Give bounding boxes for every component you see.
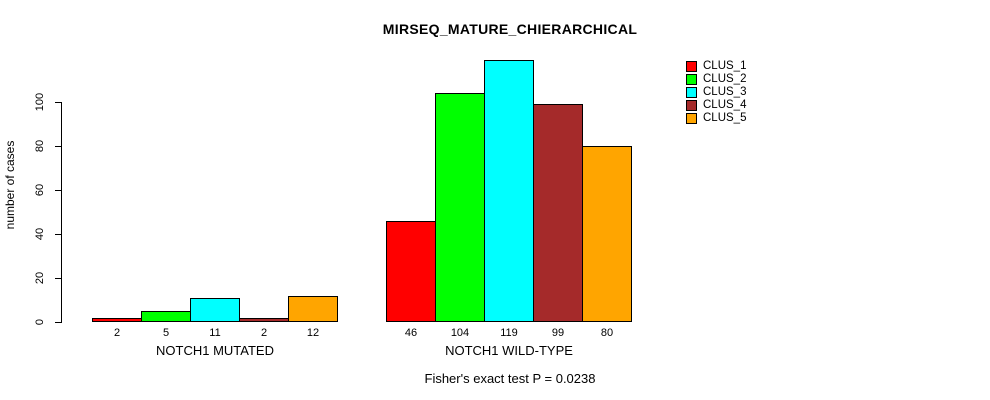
legend-row-clus_2: CLUS_2	[686, 73, 746, 86]
bar-CLUS_1-notch1-mutated	[92, 318, 142, 322]
bar-value-label-CLUS_4-group0: 2	[260, 327, 268, 339]
y-tick-mark-0	[55, 322, 61, 323]
bar-value-label-CLUS_3-group0: 11	[209, 327, 221, 339]
bar-CLUS_2-notch1-wild-type	[435, 93, 485, 322]
bar-value-label-CLUS_1-group0: 2	[113, 327, 121, 339]
legend-swatch-clus_3	[686, 87, 697, 98]
y-tick-mark-60	[55, 190, 61, 191]
y-tick-mark-80	[55, 146, 61, 147]
y-tick-label-100: 100	[34, 92, 46, 112]
bar-CLUS_3-notch1-wild-type	[484, 60, 534, 322]
x-group-label-notch1-wild-type: NOTCH1 WILD-TYPE	[445, 343, 573, 358]
legend: CLUS_1 CLUS_2 CLUS_3 CLUS_4 CLUS_5	[686, 60, 746, 125]
bar-value-label-CLUS_5-group1: 80	[600, 327, 614, 339]
legend-swatch-clus_1	[686, 61, 697, 72]
legend-swatch-clus_2	[686, 74, 697, 85]
bar-value-label-CLUS_5-group0: 12	[306, 327, 320, 339]
legend-swatch-clus_4	[686, 100, 697, 111]
bar-value-label-CLUS_3-group1: 119	[500, 327, 518, 339]
bar-value-label-CLUS_4-group1: 99	[551, 327, 565, 339]
legend-row-clus_1: CLUS_1	[686, 60, 746, 73]
legend-label-clus_4: CLUS_4	[703, 99, 747, 111]
legend-label-clus_2: CLUS_2	[703, 73, 747, 85]
y-axis-label: number of cases	[3, 140, 17, 230]
bar-CLUS_3-notch1-mutated	[190, 298, 240, 322]
bar-CLUS_4-notch1-mutated	[239, 318, 289, 322]
caption-fishers-test: Fisher's exact test P = 0.0238	[424, 371, 596, 386]
y-axis-line	[61, 102, 62, 323]
legend-row-clus_3: CLUS_3	[686, 86, 746, 99]
y-tick-mark-100	[55, 102, 61, 103]
y-tick-mark-20	[55, 278, 61, 279]
bar-value-label-CLUS_2-group1: 104	[450, 327, 470, 339]
bar-CLUS_5-notch1-mutated	[288, 296, 338, 322]
bar-value-label-CLUS_2-group0: 5	[162, 327, 170, 339]
legend-row-clus_4: CLUS_4	[686, 99, 746, 112]
bar-CLUS_4-notch1-wild-type	[533, 104, 583, 322]
bar-value-label-CLUS_1-group1: 46	[404, 327, 418, 339]
bar-CLUS_2-notch1-mutated	[141, 311, 191, 322]
x-group-label-notch1-mutated: NOTCH1 MUTATED	[156, 343, 274, 358]
bar-CLUS_1-notch1-wild-type	[386, 221, 436, 322]
legend-label-clus_5: CLUS_5	[703, 112, 747, 124]
legend-swatch-clus_5	[686, 113, 697, 124]
chart-title: MIRSEQ_MATURE_CHIERARCHICAL	[382, 21, 638, 37]
legend-row-clus_5: CLUS_5	[686, 112, 746, 125]
bar-CLUS_5-notch1-wild-type	[582, 146, 632, 322]
y-tick-mark-40	[55, 234, 61, 235]
legend-label-clus_3: CLUS_3	[703, 86, 747, 98]
legend-label-clus_1: CLUS_1	[703, 60, 747, 72]
